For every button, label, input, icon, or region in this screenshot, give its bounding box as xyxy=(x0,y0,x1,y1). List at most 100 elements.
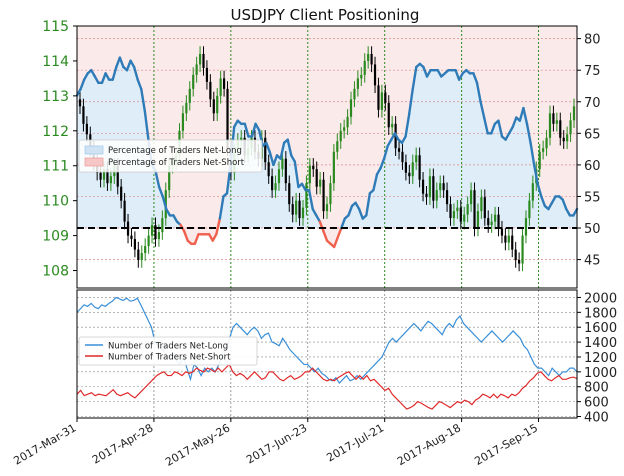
candle-body xyxy=(531,183,534,201)
candle-body xyxy=(569,120,572,135)
candle-body xyxy=(483,197,486,219)
candle-body xyxy=(391,123,394,128)
candle-body xyxy=(271,176,274,191)
bottom-legend-box xyxy=(78,336,258,366)
net-long-segment xyxy=(268,151,275,167)
candle-body xyxy=(78,99,82,107)
candle-body xyxy=(209,81,212,100)
candle-body xyxy=(219,78,222,96)
legend-label: Percentage of Traders Net-Long xyxy=(108,146,242,156)
candle-body xyxy=(192,74,195,89)
candle-body xyxy=(329,183,332,205)
net-long-segment xyxy=(218,195,225,220)
candle-body xyxy=(116,165,119,187)
left-tick-label: 114 xyxy=(42,54,69,70)
candle-body xyxy=(360,74,363,79)
candle-body xyxy=(421,179,425,194)
net-long-segment xyxy=(307,188,314,211)
x-tick-label: 2017-Jul-21 xyxy=(324,421,386,464)
net-long-segment xyxy=(354,201,361,211)
candle-body xyxy=(408,172,411,177)
net-short-count-line xyxy=(76,363,578,410)
candle-body xyxy=(325,204,329,212)
net-long-segment xyxy=(393,132,400,141)
candle-body xyxy=(123,200,126,222)
right-tick-label: 1200 xyxy=(584,351,617,366)
candle-body xyxy=(267,162,270,177)
candle-body xyxy=(315,169,318,187)
net-long-segment xyxy=(136,78,143,91)
left-tick-label: 113 xyxy=(42,89,69,105)
candle-body xyxy=(137,249,140,261)
net-long-segment xyxy=(193,233,200,246)
net-long-segment xyxy=(79,78,86,91)
net-long-segment xyxy=(322,229,329,242)
candle-body xyxy=(562,137,565,142)
right-tick-label: 60 xyxy=(584,159,601,174)
candle-body xyxy=(480,197,483,212)
candle-body xyxy=(298,200,301,219)
candle-body xyxy=(319,179,322,187)
candle-body xyxy=(188,88,191,103)
candle-body xyxy=(198,53,202,65)
net-long-segment xyxy=(490,122,497,135)
right-tick-label: 400 xyxy=(584,411,609,426)
candle-body xyxy=(120,186,123,201)
right-tick-label: 2000 xyxy=(584,291,617,306)
candle-body xyxy=(500,228,504,236)
candle-body xyxy=(514,249,517,261)
net-long-segment xyxy=(132,65,139,81)
net-long-segment xyxy=(211,233,218,242)
candle-body xyxy=(353,88,356,100)
candle-body xyxy=(432,176,435,201)
top-frame xyxy=(76,25,578,289)
net-long-segment xyxy=(154,170,161,189)
candle-body xyxy=(545,137,548,149)
net-long-segment xyxy=(182,229,189,242)
candle-body xyxy=(384,92,387,103)
x-tick-label: 2017-Aug-18 xyxy=(395,421,463,468)
net-long-segment xyxy=(300,182,307,192)
net-long-segment xyxy=(479,100,486,119)
net-long-segment xyxy=(347,204,354,217)
candle-body xyxy=(82,106,85,124)
net-long-segment xyxy=(522,106,529,126)
candle-body xyxy=(449,204,452,219)
right-tick-label: 65 xyxy=(584,127,601,142)
x-tick-label: 2017-Sep-15 xyxy=(472,421,540,468)
net-long-segment xyxy=(457,72,464,81)
net-long-segment xyxy=(272,154,279,167)
net-long-segment xyxy=(365,192,372,217)
candle-body xyxy=(387,102,390,128)
net-long-segment xyxy=(172,214,179,223)
net-long-segment xyxy=(215,217,222,236)
net-long-segment xyxy=(161,195,168,211)
candle-body xyxy=(332,151,335,184)
candle-body xyxy=(99,172,102,180)
net-long-segment xyxy=(472,72,479,85)
candle-body xyxy=(507,235,510,243)
left-tick-label: 115 xyxy=(42,19,69,35)
net-long-segment xyxy=(104,72,111,81)
net-long-segment xyxy=(525,122,532,144)
candle-body xyxy=(490,221,493,226)
candle-body xyxy=(538,151,541,170)
candle-body xyxy=(154,225,157,240)
candle-body xyxy=(401,151,404,163)
candle-body xyxy=(542,148,545,152)
candle-body xyxy=(126,221,130,236)
net-long-segment xyxy=(75,87,82,97)
candle-body xyxy=(157,232,161,240)
net-long-segment xyxy=(497,119,504,138)
net-long-segment xyxy=(100,72,107,85)
legend-label: Percentage of Traders Net-Short xyxy=(108,158,245,168)
net-long-segment xyxy=(375,166,382,176)
net-long-segment xyxy=(286,138,293,157)
candle-body xyxy=(295,200,298,215)
top-legend: Percentage of Traders Net-Long Percentage… xyxy=(78,139,263,173)
candle-body xyxy=(435,190,438,201)
net-long-segment xyxy=(536,182,543,198)
candle-body xyxy=(548,113,552,138)
candle-body xyxy=(305,183,308,208)
